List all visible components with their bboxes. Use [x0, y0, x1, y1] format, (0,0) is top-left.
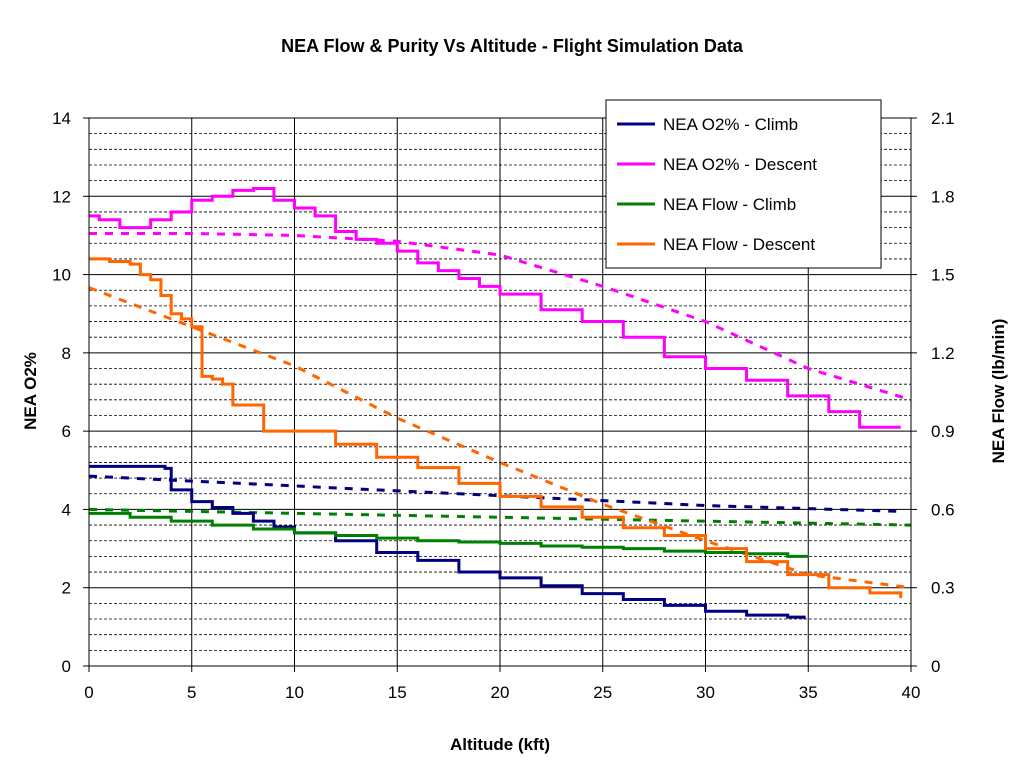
chart-title: NEA Flow & Purity Vs Altitude - Flight S… — [281, 36, 744, 56]
y2-tick-label: 2.1 — [931, 109, 955, 128]
x-tick-label: 20 — [491, 683, 510, 702]
y-tick-label: 0 — [62, 657, 71, 676]
y-axis-ticks: 0 2 4 6 8 10 12 14 — [52, 109, 89, 676]
y-tick-label: 12 — [52, 187, 71, 206]
x-axis-title: Altitude (kft) — [450, 735, 550, 754]
x-tick-label: 15 — [388, 683, 407, 702]
series-line-0 — [89, 464, 806, 620]
trend-line-3 — [88, 286, 912, 590]
y2-axis-ticks: 0 0.3 0.6 0.9 1.2 1.5 1.8 2.1 — [911, 109, 955, 676]
y-tick-label: 2 — [62, 579, 71, 598]
y2-tick-label: 0.6 — [931, 500, 955, 519]
y2-axis-title: NEA Flow (lb/min) — [989, 319, 1008, 464]
y2-tick-label: 0 — [931, 657, 940, 676]
legend-label: NEA Flow - Descent — [663, 235, 815, 254]
x-tick-label: 35 — [799, 683, 818, 702]
legend-label: NEA O2% - Descent — [663, 155, 817, 174]
x-tick-label: 30 — [696, 683, 715, 702]
legend-label: NEA Flow - Climb — [663, 195, 796, 214]
series-line-1 — [89, 186, 901, 429]
legend-box — [605, 99, 882, 269]
y2-tick-label: 1.5 — [931, 266, 955, 285]
y-tick-label: 8 — [62, 344, 71, 363]
y-axis-title: NEA O2% — [21, 352, 40, 430]
series-line-2 — [89, 511, 809, 558]
x-axis-ticks: 0 5 10 15 20 25 30 35 40 — [84, 666, 920, 702]
y-tick-label: 6 — [62, 422, 71, 441]
series-line-3 — [89, 257, 903, 599]
trend-lines — [88, 231, 912, 590]
series-lines — [89, 186, 903, 620]
x-tick-label: 40 — [902, 683, 921, 702]
x-tick-label: 5 — [187, 683, 196, 702]
y2-tick-label: 1.8 — [931, 187, 955, 206]
y2-tick-label: 0.3 — [931, 579, 955, 598]
y-tick-label: 4 — [62, 500, 71, 519]
x-tick-label: 25 — [593, 683, 612, 702]
x-tick-label: 0 — [84, 683, 93, 702]
x-tick-label: 10 — [285, 683, 304, 702]
y-tick-label: 14 — [52, 109, 71, 128]
y-tick-label: 10 — [52, 266, 71, 285]
legend-label: NEA O2% - Climb — [663, 115, 798, 134]
y2-tick-label: 1.2 — [931, 344, 955, 363]
legend: NEA O2% - Climb NEA O2% - Descent NEA Flow… — [605, 99, 882, 269]
y2-tick-label: 0.9 — [931, 422, 955, 441]
